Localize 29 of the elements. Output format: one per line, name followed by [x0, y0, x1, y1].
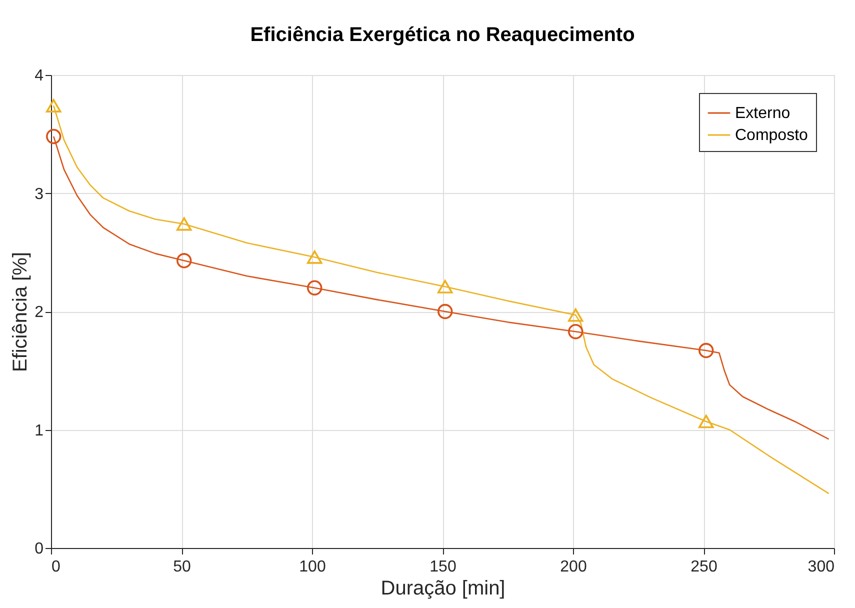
point — [438, 304, 453, 320]
point — [568, 308, 584, 322]
y-tick-label: 2 — [34, 304, 44, 321]
point — [46, 99, 62, 112]
y-tick-label: 1 — [34, 422, 44, 440]
chart-title: Eficiência Exergética no Reaquecimento — [250, 24, 635, 46]
x-tick-label: 150 — [430, 558, 456, 576]
legend-label: Composto — [735, 127, 808, 144]
point — [176, 253, 192, 268]
point — [698, 342, 714, 358]
x-tick-label: 0 — [52, 558, 60, 576]
point — [176, 217, 192, 231]
point — [46, 128, 62, 144]
point — [698, 414, 714, 428]
x-tick-label: 50 — [173, 558, 191, 576]
point — [438, 280, 453, 294]
legend-label: Externo — [735, 105, 790, 122]
y-tick-label: 4 — [34, 68, 44, 84]
point — [307, 280, 322, 296]
x-tick-label: 100 — [299, 558, 326, 576]
x-tick-label: 250 — [690, 558, 718, 576]
point — [568, 324, 584, 340]
y-tick-label: 0 — [34, 540, 44, 558]
x-axis-title: Duração [min] — [380, 578, 506, 600]
x-tick-label: 200 — [560, 558, 587, 576]
y-axis-title: Eficiência [%] — [10, 252, 32, 372]
x-tick-label: 300 — [808, 558, 835, 576]
point — [307, 250, 322, 264]
y-tick-label: 3 — [34, 186, 44, 203]
